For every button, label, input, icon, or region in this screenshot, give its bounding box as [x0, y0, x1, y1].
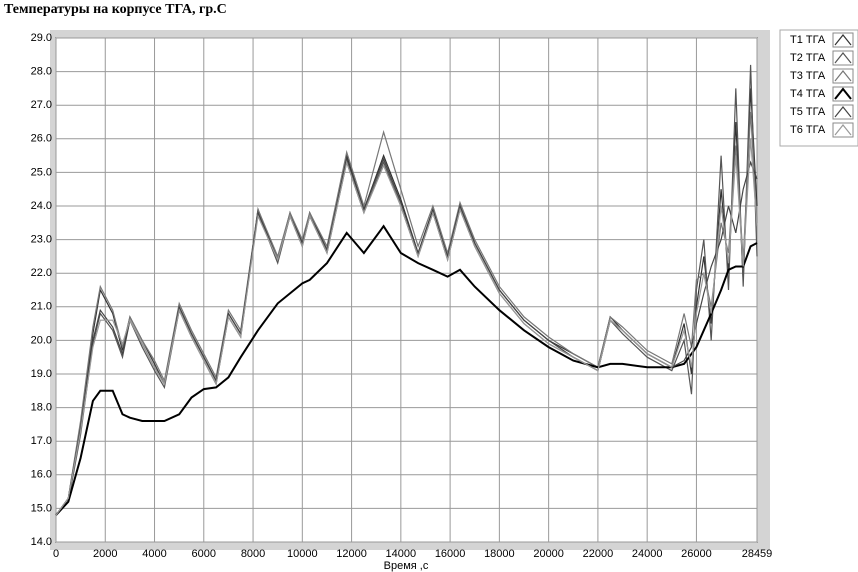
legend-label: T5 ТГА [790, 106, 826, 118]
y-tick-label: 16.0 [31, 469, 52, 481]
x-tick-label: 16000 [435, 548, 466, 560]
y-tick-label: 15.0 [31, 502, 52, 514]
legend-label: T1 ТГА [790, 34, 826, 46]
series-line [55, 224, 758, 516]
x-tick-label: 8000 [241, 548, 265, 560]
legend-line [834, 34, 852, 46]
legend-label: T4 ТГА [790, 88, 826, 100]
x-tick-label: 10000 [287, 548, 318, 560]
x-tick-label: 26000 [681, 548, 712, 560]
series-line [55, 111, 758, 516]
y-tick-label: 20.0 [31, 334, 52, 346]
y-tick-label: 21.0 [31, 301, 52, 313]
legend-swatch [832, 50, 854, 66]
x-tick-label: 0 [53, 548, 59, 560]
legend-label: T2 ТГА [790, 52, 826, 64]
x-tick-label: 6000 [192, 548, 216, 560]
legend-line [834, 87, 852, 100]
y-tick-label: 27.0 [31, 99, 52, 111]
x-tick-label: 18000 [484, 548, 515, 560]
x-tick-label: 24000 [632, 548, 663, 560]
y-tick-label: 26.0 [31, 133, 52, 145]
legend-swatch [832, 68, 854, 84]
x-tick-label: 2000 [93, 548, 117, 560]
legend-label: T6 ТГА [790, 124, 826, 136]
legend-swatch [832, 86, 854, 102]
plot-area [55, 37, 758, 543]
y-tick-label: 24.0 [31, 200, 52, 212]
y-tick-label: 28.0 [31, 66, 52, 78]
legend-label: T3 ТГА [790, 70, 826, 82]
y-tick-label: 29.0 [31, 32, 52, 44]
legend-swatch [832, 122, 854, 138]
y-tick-label: 23.0 [31, 234, 52, 246]
legend-line [834, 124, 852, 136]
legend-line [834, 52, 852, 64]
x-tick-label: 12000 [336, 548, 367, 560]
x-tick-label: 22000 [583, 548, 614, 560]
y-tick-label: 25.0 [31, 166, 52, 178]
series-line [55, 138, 758, 516]
legend-swatch [832, 104, 854, 120]
legend-swatch [832, 32, 854, 48]
x-tick-label: 14000 [386, 548, 417, 560]
legend-box [779, 29, 858, 147]
x-axis-label: Время ,с [384, 560, 429, 572]
y-tick-label: 14.0 [31, 536, 52, 548]
x-tick-label: 20000 [533, 548, 564, 560]
x-tick-label: 28459 [742, 548, 773, 560]
legend-line [834, 70, 852, 82]
y-tick-label: 19.0 [31, 368, 52, 380]
legend-line [834, 106, 852, 118]
y-tick-label: 17.0 [31, 435, 52, 447]
y-tick-label: 22.0 [31, 267, 52, 279]
chart-title: Температуры на корпусе ТГА, гр.С [4, 2, 227, 17]
x-tick-label: 4000 [142, 548, 166, 560]
y-tick-label: 18.0 [31, 402, 52, 414]
